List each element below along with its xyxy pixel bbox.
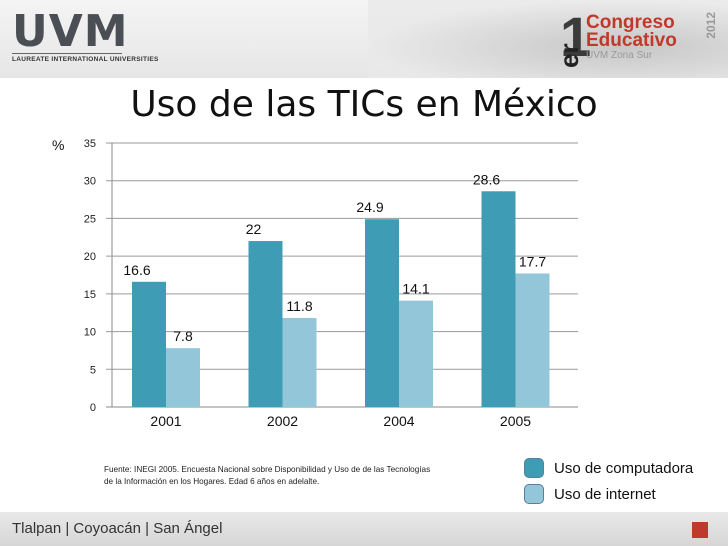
bar [481,191,516,407]
y-tick-label: 5 [90,364,96,376]
slide-title: Uso de las TICs en México [130,84,598,125]
legend-swatch-computadora [524,458,544,478]
slide-header: UVM LAUREATE INTERNATIONAL UNIVERSITIES … [0,0,728,78]
source-note: Fuente: INEGI 2005. Encuesta Nacional so… [104,465,431,487]
data-label: 7.8 [173,328,193,344]
y-tick-label: 30 [84,176,96,188]
bar [248,241,283,407]
y-tick-label: 10 [84,327,96,339]
legend-label-computadora: Uso de computadora [554,459,694,477]
uvm-logo: UVM [12,6,129,57]
congress-line2: Educativo [586,30,677,51]
logo-rule [12,53,122,54]
congress-number: 1 [560,5,592,68]
legend-swatch-internet [524,484,544,504]
legend-label-internet: Uso de internet [554,485,656,503]
congress-line3: UVM Zona Sur [586,50,653,61]
data-label: 28.6 [473,171,500,187]
x-tick-label: 2001 [150,413,181,429]
data-label: 22 [246,221,262,237]
x-tick-label: 2004 [383,413,414,429]
uvm-logo-subtitle: LAUREATE INTERNATIONAL UNIVERSITIES [12,56,159,63]
x-tick-label: 2002 [267,413,298,429]
bar [132,281,166,407]
congress-line1: Congreso [586,12,675,33]
data-label: 24.9 [356,199,383,215]
legend-item-internet: Uso de internet [524,481,693,507]
x-tick-label: 2005 [500,413,531,429]
data-label: 16.6 [123,262,150,278]
y-tick-label: 0 [90,402,96,414]
congress-logo: 1 er Congreso Educativo UVM Zona Sur 201… [552,5,722,72]
legend-item-computadora: Uso de computadora [524,455,693,481]
data-label: 11.8 [286,298,312,314]
y-tick-label: 35 [84,138,96,150]
y-axis-label: % [52,137,64,153]
chart-legend: Uso de computadora Uso de internet [524,455,693,507]
header-background-glow [368,0,728,78]
bar [166,348,200,407]
bar [365,219,399,407]
bar [282,317,317,407]
data-label: 14.1 [402,281,429,297]
bar [399,300,433,407]
campus-list: Tlalpan | Coyoacán | San Ángel [12,520,223,537]
y-tick-label: 15 [84,289,96,301]
data-label: 17.7 [519,253,546,269]
bar [515,273,550,407]
y-tick-label: 20 [84,251,96,263]
slide-footer: Tlalpan | Coyoacán | San Ángel [0,512,728,546]
y-tick-label: 25 [84,213,96,225]
footer-accent-mark [692,522,708,538]
